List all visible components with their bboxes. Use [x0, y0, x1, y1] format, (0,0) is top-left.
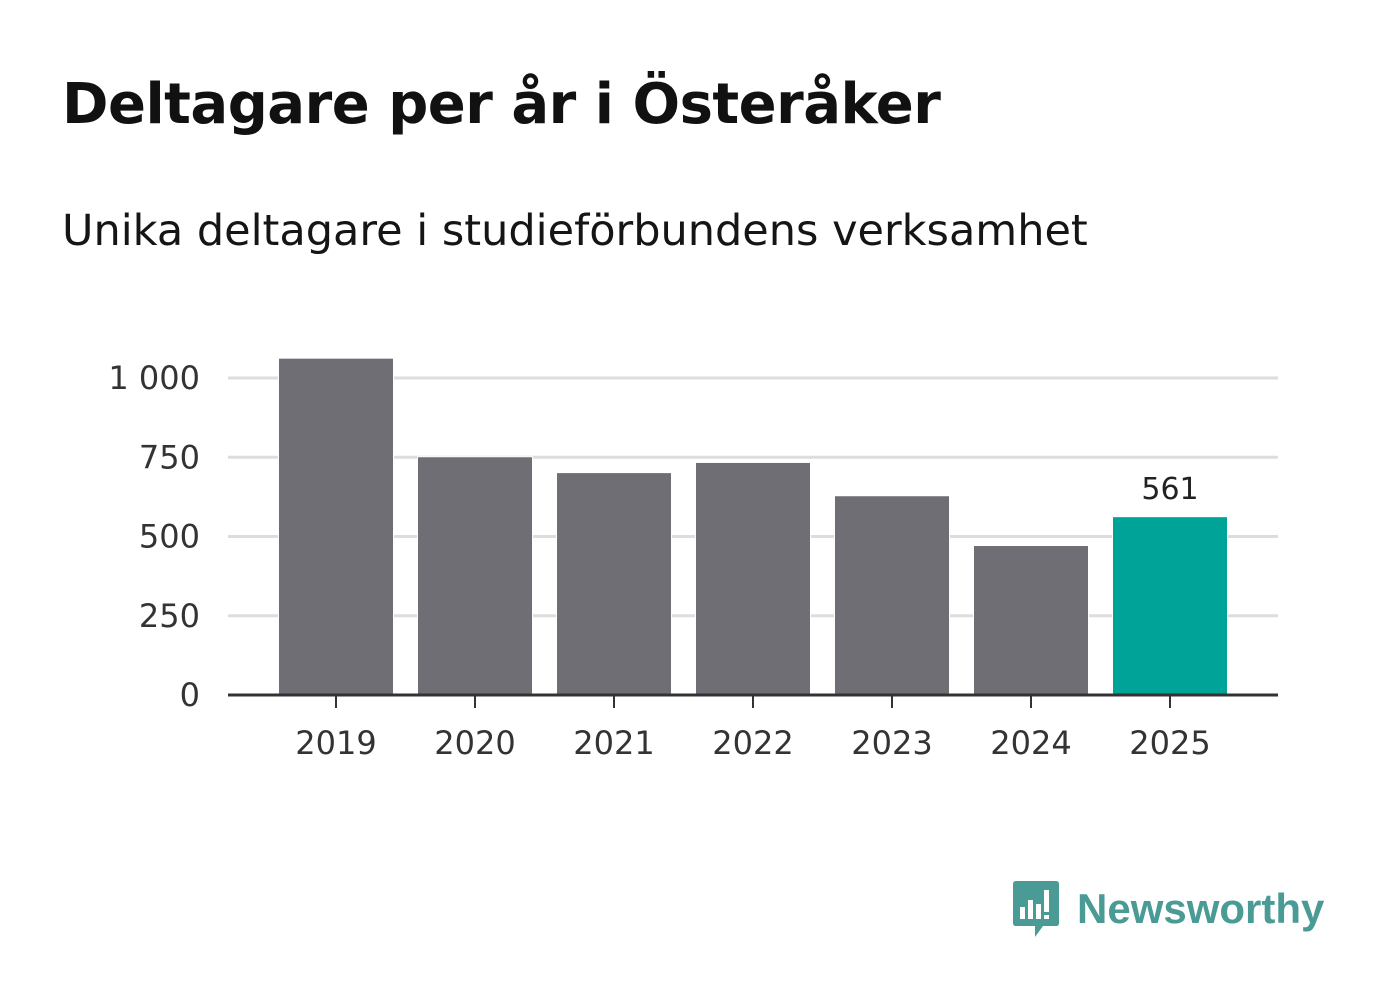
chart-title: Deltagare per år i Österåker [62, 72, 941, 137]
x-tick-label: 2024 [990, 724, 1071, 762]
y-tick-label: 1 000 [108, 359, 200, 397]
y-tick-label: 750 [139, 438, 200, 476]
x-tick-label: 2023 [851, 724, 932, 762]
x-tick-label: 2019 [295, 724, 376, 762]
bar-2025 [1113, 517, 1227, 695]
y-tick-label: 500 [139, 518, 200, 556]
bar-chart-icon [1013, 881, 1059, 937]
x-tick-label: 2022 [712, 724, 793, 762]
bar-2023 [835, 496, 949, 695]
y-tick-label: 250 [139, 597, 200, 635]
chart-subtitle: Unika deltagare i studieförbundens verks… [62, 206, 1088, 256]
bar-2024 [974, 546, 1088, 695]
labels: 0 250 500 750 1 000 2019 2020 2021 2022 2023 2024 2… [108, 359, 1210, 762]
bars [278, 357, 1228, 695]
data-label: 561 [1141, 472, 1198, 507]
bar-2020 [418, 457, 532, 695]
x-tick-label: 2025 [1129, 724, 1210, 762]
x-tick-label: 2020 [434, 724, 515, 762]
y-tick-label: 0 [180, 676, 200, 714]
bar-2019 [279, 358, 393, 695]
newsworthy-logo: Newsworthy [1011, 879, 1324, 939]
axes [228, 693, 1278, 708]
bar-2022 [696, 462, 810, 695]
logo-text: Newsworthy [1077, 885, 1325, 932]
bar-2021 [557, 473, 671, 695]
x-tick-label: 2021 [573, 724, 654, 762]
